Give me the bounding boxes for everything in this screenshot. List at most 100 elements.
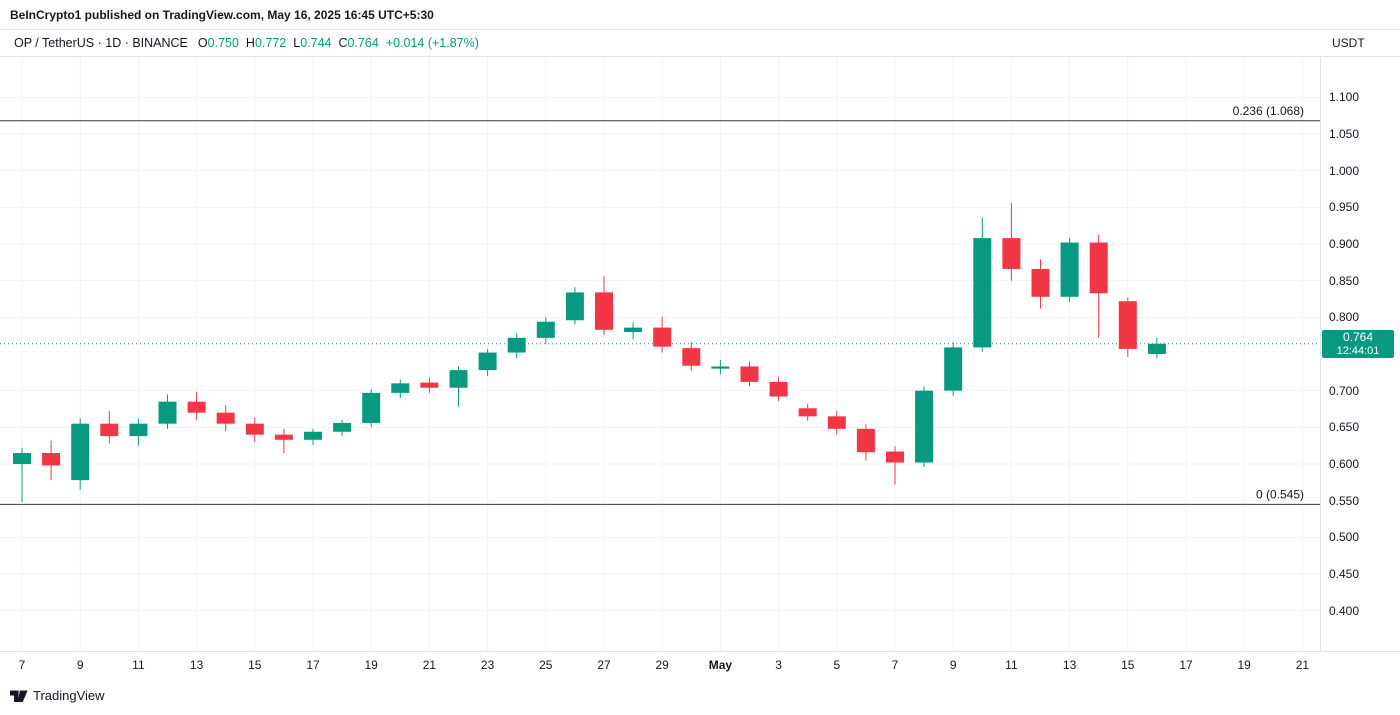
candle-body bbox=[391, 383, 410, 393]
candle bbox=[216, 405, 235, 431]
candle bbox=[158, 394, 177, 429]
candle bbox=[1147, 337, 1166, 359]
time-tick: 29 bbox=[655, 658, 669, 672]
ohlc-low: L0.744 bbox=[293, 36, 332, 50]
time-tick: 13 bbox=[189, 658, 204, 672]
candle-body bbox=[304, 431, 322, 440]
tradingview-brand-text: TradingView bbox=[33, 688, 105, 703]
candle bbox=[449, 366, 468, 407]
last-price-badge: 0.764 12:44:01 bbox=[1322, 329, 1394, 358]
candle-body bbox=[711, 366, 730, 369]
ohlc-open: O0.750 bbox=[197, 36, 239, 50]
candle-body bbox=[827, 416, 846, 429]
candle bbox=[245, 417, 264, 442]
price-tick: 0.850 bbox=[1329, 273, 1360, 288]
candle-body bbox=[973, 238, 992, 348]
candle bbox=[13, 447, 31, 503]
candle-body bbox=[1031, 268, 1050, 297]
candle bbox=[420, 377, 439, 393]
candle bbox=[391, 379, 410, 398]
price-chart[interactable]: 0.236 (1.068) 0 (0.545) bbox=[0, 57, 1320, 651]
time-tick: 13 bbox=[1062, 658, 1077, 672]
candle bbox=[1002, 202, 1021, 281]
price-tick: 1.000 bbox=[1329, 163, 1360, 178]
candle bbox=[129, 418, 148, 446]
chart-widget: OP / TetherUS · 1D · BINANCE O0.750 H0.7… bbox=[0, 29, 1400, 678]
candle-body bbox=[333, 422, 352, 432]
candle-body bbox=[1118, 301, 1137, 349]
candle bbox=[595, 276, 613, 335]
candle bbox=[536, 317, 555, 344]
candle-body bbox=[886, 451, 904, 463]
fib-level-label: 0 (0.545) bbox=[1256, 487, 1304, 501]
candle-body bbox=[420, 382, 439, 388]
last-price-value: 0.764 bbox=[1342, 329, 1374, 344]
last-price-countdown: 12:44:01 bbox=[1336, 344, 1380, 357]
price-axis[interactable]: 0.764 12:44:01 1.100 1.050 1.000 0.950 0.900… bbox=[1320, 57, 1400, 651]
candle-body bbox=[565, 292, 584, 321]
candle-body bbox=[798, 408, 817, 417]
candle bbox=[42, 440, 61, 481]
time-tick: 21 bbox=[1295, 658, 1310, 672]
candle bbox=[187, 392, 206, 420]
candle bbox=[565, 287, 584, 325]
plot-area[interactable]: 0.236 (1.068) 0 (0.545) bbox=[0, 57, 1320, 651]
time-tick: 19 bbox=[364, 658, 378, 672]
candle bbox=[973, 217, 992, 352]
time-tick: 11 bbox=[132, 658, 145, 672]
time-tick: 7 bbox=[891, 658, 899, 672]
time-axis[interactable]: 7 9 11 13 15 17 19 21 23 25 27 29 May 3 5 7 9 11 13 15 17 19 2… bbox=[0, 651, 1400, 678]
price-tick: 0.550 bbox=[1329, 493, 1360, 508]
candle bbox=[1031, 259, 1050, 309]
time-tick: 25 bbox=[539, 658, 553, 672]
candle-body bbox=[187, 401, 206, 413]
candle bbox=[915, 386, 934, 467]
time-tick: 21 bbox=[422, 658, 437, 672]
price-tick: 0.450 bbox=[1329, 567, 1360, 581]
candle-body bbox=[478, 352, 497, 371]
tradingview-logo-icon bbox=[10, 690, 28, 702]
candle bbox=[304, 428, 322, 445]
candle bbox=[100, 411, 119, 444]
time-tick: 17 bbox=[1179, 658, 1193, 672]
candle bbox=[886, 446, 904, 485]
candle-body bbox=[769, 381, 788, 397]
price-tick: 0.900 bbox=[1329, 237, 1360, 251]
tradingview-attribution[interactable]: TradingView bbox=[0, 678, 1400, 713]
currency-toggle[interactable]: USDT bbox=[1332, 36, 1365, 50]
price-tick: 0.600 bbox=[1329, 457, 1360, 471]
price-tick: 0.400 bbox=[1329, 603, 1360, 618]
candle bbox=[333, 420, 352, 437]
time-tick: 9 bbox=[949, 658, 957, 672]
symbol-title[interactable]: OP / TetherUS · 1D · BINANCE bbox=[14, 36, 188, 50]
time-tick: 11 bbox=[1005, 658, 1018, 672]
candle-body bbox=[129, 423, 148, 437]
candle-body bbox=[595, 292, 613, 330]
price-tick: 1.100 bbox=[1329, 90, 1360, 105]
price-tick: 0.650 bbox=[1329, 420, 1360, 435]
candle-body bbox=[1002, 238, 1021, 269]
symbol-legend[interactable]: OP / TetherUS · 1D · BINANCE O0.750 H0.7… bbox=[0, 36, 1320, 50]
candle bbox=[71, 418, 90, 490]
candle bbox=[478, 348, 497, 376]
candle-body bbox=[653, 327, 672, 347]
candle bbox=[798, 403, 817, 421]
candle-body bbox=[507, 337, 526, 353]
candle-body bbox=[362, 392, 381, 423]
price-tick: 0.700 bbox=[1329, 383, 1360, 398]
publish-header-text: BeInCrypto1 published on TradingView.com… bbox=[10, 7, 434, 22]
candle-body bbox=[100, 423, 119, 437]
candle bbox=[507, 333, 526, 359]
candle-body bbox=[216, 412, 235, 424]
candle-body bbox=[449, 370, 468, 388]
time-tick: 17 bbox=[306, 658, 320, 672]
time-tick: 5 bbox=[833, 658, 841, 672]
candle-body bbox=[740, 366, 759, 382]
candle bbox=[274, 428, 293, 453]
candle bbox=[1118, 297, 1137, 357]
time-tick: 9 bbox=[76, 658, 84, 672]
chart-row: 0.236 (1.068) 0 (0.545) 0.764 12:44:01 1.… bbox=[0, 57, 1400, 651]
candle bbox=[740, 361, 759, 387]
time-labels: 7 9 11 13 15 17 19 21 23 25 27 29 May 3 5 7 9 11 13 15 17 19 2… bbox=[0, 652, 1320, 679]
time-tick: 27 bbox=[597, 658, 611, 672]
